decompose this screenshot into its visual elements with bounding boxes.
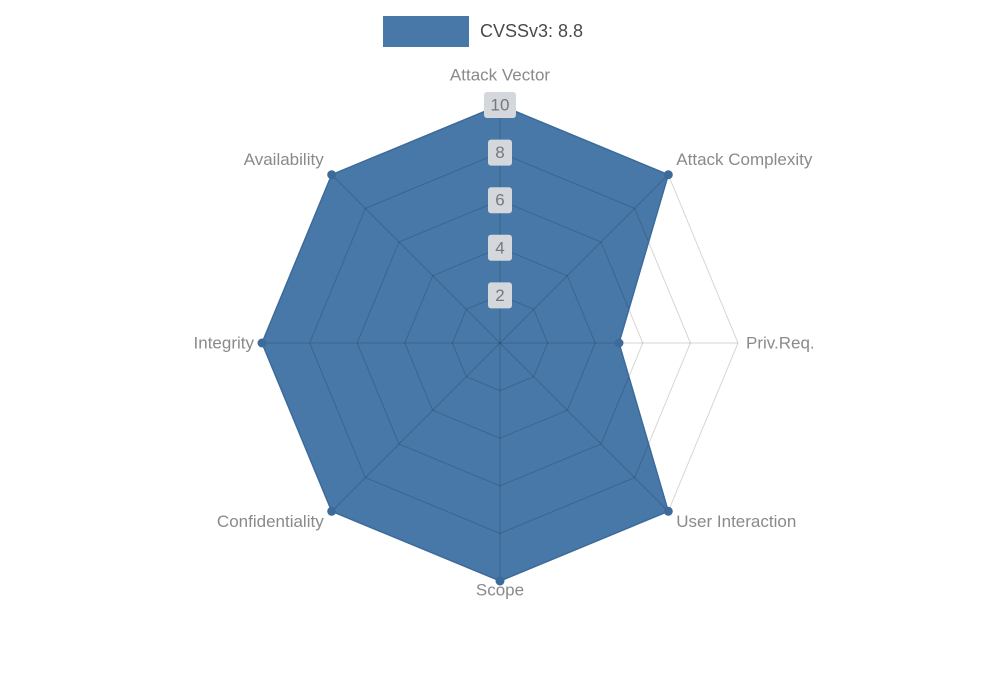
axis-spoke	[499, 342, 669, 512]
legend-swatch[interactable]	[383, 16, 469, 47]
series-point	[327, 170, 337, 180]
grid-ring	[404, 247, 596, 439]
tick-box	[484, 92, 516, 118]
axis-label-integrity: Integrity	[194, 334, 255, 353]
legend-label[interactable]: CVSSv3: 8.8	[480, 21, 584, 41]
tick-label-4: 4	[495, 238, 504, 257]
grid-ring	[451, 294, 549, 392]
tick-box	[488, 234, 512, 261]
series-point	[663, 506, 673, 516]
axis-label-attack-vector: Attack Vector	[450, 66, 550, 85]
series-point	[257, 338, 267, 348]
axis-spoke	[331, 174, 501, 344]
series-point	[327, 506, 337, 516]
tick-label-10: 10	[491, 96, 510, 115]
tick-box	[488, 187, 512, 214]
series-point	[614, 338, 624, 348]
grid-ring	[309, 152, 691, 534]
tick-label-2: 2	[495, 286, 504, 305]
tick-label-8: 8	[495, 143, 504, 162]
series-area	[262, 105, 669, 581]
tick-box	[488, 139, 512, 166]
axis-label-attack-complexity: Attack Complexity	[676, 150, 813, 169]
axis-label-scope: Scope	[476, 581, 524, 600]
tick-label-6: 6	[495, 191, 504, 210]
axis-spoke	[499, 174, 669, 344]
series-point	[495, 576, 505, 586]
axis-label-availability: Availability	[244, 150, 325, 169]
axis-label-confidentiality: Confidentiality	[217, 512, 324, 531]
legend[interactable]: CVSSv3: 8.8	[383, 16, 583, 47]
axis-spoke	[331, 342, 501, 512]
grid-ring	[356, 199, 644, 487]
axis-label-user-interaction: User Interaction	[676, 512, 796, 531]
tick-box	[488, 282, 512, 309]
axis-label-priv-req: Priv.Req.	[746, 334, 815, 353]
series-point	[663, 170, 673, 180]
